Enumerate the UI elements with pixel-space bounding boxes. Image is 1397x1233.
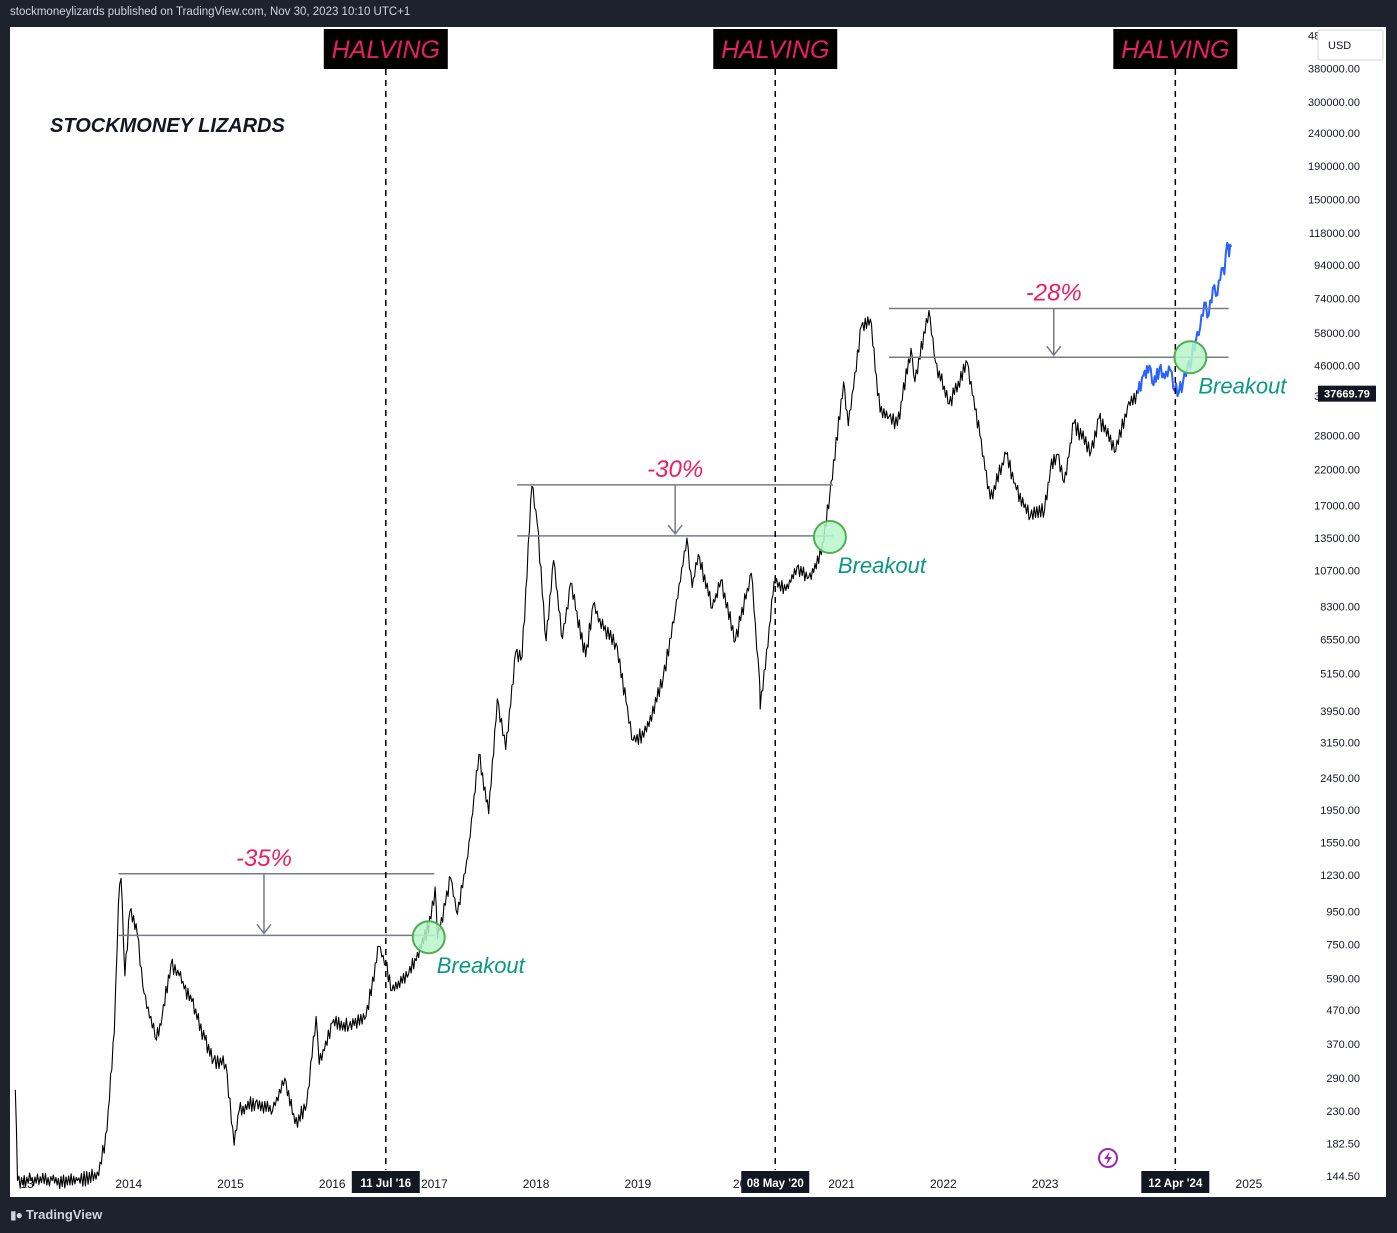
breakout-label: Breakout — [1198, 373, 1287, 398]
current-price-label: 37669.79 — [1324, 389, 1370, 401]
y-tick-label: 144.50 — [1326, 1171, 1360, 1183]
y-tick-label: 182.50 — [1326, 1138, 1360, 1150]
y-tick-label: 1550.00 — [1320, 837, 1360, 849]
x-tick-label: 2015 — [217, 1177, 244, 1191]
correction-percent-label: -30% — [647, 456, 703, 483]
y-tick-label: 94000.00 — [1314, 260, 1360, 272]
y-tick-label: 58000.00 — [1314, 328, 1360, 340]
currency-button[interactable] — [1317, 29, 1384, 61]
halving-box — [1113, 29, 1238, 69]
y-tick-label: 1230.00 — [1320, 870, 1360, 882]
correction-arrow-icon — [256, 923, 272, 935]
y-tick-label: 5150.00 — [1320, 669, 1360, 681]
y-tick-label: 3950.00 — [1320, 706, 1360, 718]
y-tick-label: 10700.00 — [1314, 566, 1360, 578]
breakout-marker — [1173, 340, 1208, 375]
price-chart[interactable]: 480000.00380000.00300000.00240000.001900… — [10, 27, 1386, 1197]
y-tick-label: 230.00 — [1326, 1106, 1360, 1118]
x-tick-label: 2016 — [319, 1177, 346, 1191]
x-tick-label: 2022 — [930, 1177, 957, 1191]
halving-label: HALVING — [1121, 36, 1229, 64]
y-tick-label: 150000.00 — [1308, 194, 1360, 206]
halving-date-badge — [1141, 1171, 1210, 1193]
chart-frame: 480000.00380000.00300000.00240000.001900… — [10, 27, 1386, 1197]
current-price-badge — [1318, 385, 1376, 402]
x-tick-label: 2014 — [115, 1177, 142, 1191]
y-tick-label: 750.00 — [1326, 940, 1360, 952]
tradingview-logo-icon: ▮● — [10, 1207, 23, 1222]
y-tick-label: 240000.00 — [1308, 128, 1360, 140]
breakout-label: Breakout — [437, 953, 526, 978]
halving-box — [713, 29, 838, 69]
halving-date-label: 11 Jul '16 — [360, 1178, 411, 1190]
halving-box — [323, 29, 448, 69]
y-tick-label: 2450.00 — [1320, 773, 1360, 785]
correction-arrow-icon — [667, 524, 683, 536]
correction-percent-label: -35% — [236, 845, 292, 872]
y-tick-label: 300000.00 — [1308, 97, 1360, 109]
y-tick-label: 290.00 — [1326, 1073, 1360, 1085]
currency-label: USD — [1328, 40, 1351, 52]
y-tick-label: 28000.00 — [1314, 430, 1360, 442]
y-tick-label: 1950.00 — [1320, 805, 1360, 817]
halving-label: HALVING — [332, 36, 440, 64]
y-tick-label: 46000.00 — [1314, 361, 1360, 373]
correction-percent-label: -28% — [1026, 280, 1082, 307]
y-tick-label: 470.00 — [1326, 1005, 1360, 1017]
x-tick-label: 2018 — [523, 1177, 550, 1191]
y-tick-label: 370.00 — [1326, 1039, 1360, 1051]
halving-date-badge — [351, 1171, 420, 1193]
x-tick-label: 2023 — [1032, 1177, 1059, 1191]
tradingview-brand-label: TradingView — [25, 1207, 103, 1222]
y-tick-label: 3150.00 — [1320, 738, 1360, 750]
y-tick-label: 190000.00 — [1308, 161, 1360, 173]
y-tick-label: 6550.00 — [1320, 635, 1360, 647]
halving-date-label: 12 Apr '24 — [1148, 1178, 1203, 1190]
y-tick-label: 74000.00 — [1314, 294, 1360, 306]
y-tick-label: 380000.00 — [1308, 64, 1360, 76]
watermark-text: STOCKMONEY LIZARDS — [50, 115, 285, 137]
correction-arrow-icon — [1046, 345, 1062, 357]
publication-header: stockmoneylizards published on TradingVi… — [10, 6, 411, 18]
y-tick-label: 22000.00 — [1314, 464, 1360, 476]
x-tick-label: 2017 — [421, 1177, 448, 1191]
y-tick-label: 950.00 — [1326, 906, 1360, 918]
projection-series-line — [1137, 242, 1233, 398]
breakout-marker — [812, 519, 847, 554]
halving-date-label: 08 May '20 — [747, 1178, 804, 1190]
x-tick-label: 2021 — [828, 1177, 855, 1191]
y-tick-label: 118000.00 — [1309, 228, 1360, 240]
tradingview-brand[interactable]: ▮● TradingView — [10, 1207, 102, 1222]
y-tick-label: 17000.00 — [1314, 501, 1360, 513]
price-series-line — [14, 310, 1139, 1190]
y-tick-label: 8300.00 — [1320, 601, 1360, 613]
breakout-label: Breakout — [838, 553, 927, 578]
halving-date-badge — [741, 1171, 810, 1193]
lightning-icon[interactable] — [1098, 1148, 1118, 1168]
x-tick-label: 2019 — [624, 1177, 651, 1191]
y-tick-label: 13500.00 — [1314, 533, 1360, 545]
halving-label: HALVING — [721, 36, 829, 64]
y-tick-label: 590.00 — [1326, 973, 1360, 985]
breakout-marker — [411, 920, 446, 955]
x-tick-label: 2025 — [1236, 1177, 1263, 1191]
